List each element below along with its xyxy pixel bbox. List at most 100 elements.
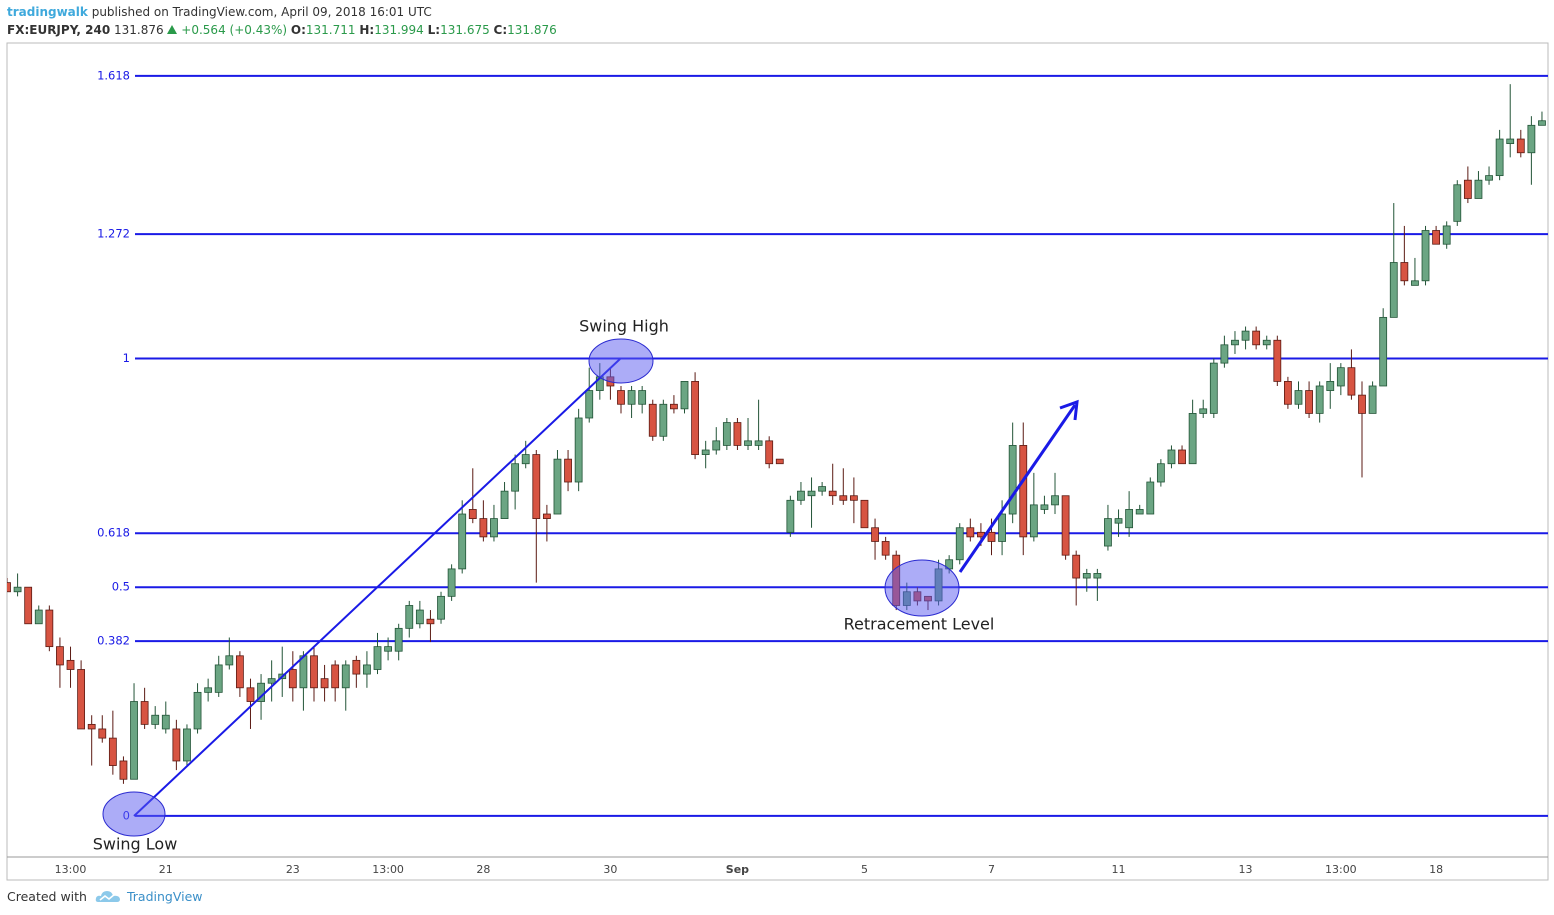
- candle-body: [754, 440, 763, 446]
- swing-low-marker: [102, 791, 166, 837]
- candle-body: [415, 609, 424, 625]
- candle-body: [500, 490, 509, 519]
- retracement-marker: [884, 559, 960, 617]
- candle-body: [1040, 504, 1049, 510]
- candle-body: [849, 495, 858, 501]
- x-tick-label: 30: [603, 863, 617, 876]
- author-link[interactable]: tradingwalk: [7, 5, 88, 19]
- candle-body: [1231, 339, 1239, 346]
- candle-body: [45, 609, 54, 648]
- candle-body: [585, 390, 594, 419]
- candle-body: [1273, 339, 1282, 382]
- swing-high-marker: [588, 338, 654, 384]
- candle-body: [765, 440, 774, 465]
- candle-body: [1029, 504, 1038, 538]
- logo-cloud: [95, 891, 120, 902]
- candle-body: [807, 490, 816, 497]
- candle-body: [331, 664, 340, 689]
- brand-link[interactable]: TradingView: [126, 888, 203, 904]
- x-tick-label: 5: [861, 863, 868, 876]
- candle-body: [1527, 124, 1536, 154]
- candle-body: [998, 513, 1006, 542]
- candle-body: [310, 655, 318, 689]
- candle-body: [1241, 330, 1250, 341]
- candle-body: [542, 513, 551, 519]
- x-tick-label: 11: [1112, 863, 1126, 876]
- candle-body: [363, 664, 371, 675]
- candle-body: [246, 687, 255, 702]
- x-tick-label: 13:00: [372, 863, 404, 876]
- candle-body: [1156, 463, 1165, 483]
- candle-body: [1305, 390, 1313, 414]
- arrow-shaft: [958, 404, 1077, 573]
- candle-body: [648, 403, 657, 437]
- trend-line: [133, 358, 621, 817]
- candle-body: [405, 605, 414, 629]
- low-label: L:: [427, 23, 441, 37]
- candle-body: [1008, 445, 1017, 515]
- x-tick-label: Sep: [726, 863, 749, 876]
- candle-body: [564, 458, 572, 483]
- candle-body: [151, 714, 160, 725]
- x-tick-label: 13:00: [55, 863, 87, 876]
- x-tick-label: 18: [1429, 863, 1443, 876]
- up-triangle-shape: [167, 25, 178, 34]
- candle-body: [1389, 262, 1398, 318]
- candle-body: [617, 390, 625, 405]
- candle-body: [299, 655, 308, 689]
- candle-body: [140, 701, 149, 725]
- candle-body: [701, 449, 710, 455]
- candle-body: [1538, 120, 1546, 126]
- candle-body: [1326, 381, 1335, 391]
- candle-body: [119, 760, 128, 780]
- candle-body: [183, 728, 191, 762]
- candle-body: [521, 454, 530, 465]
- candle-body: [1485, 175, 1493, 181]
- candle-body: [352, 659, 361, 675]
- candle-body: [1495, 138, 1504, 177]
- candle-body: [828, 490, 837, 497]
- candle-body: [267, 678, 276, 684]
- candle-body: [691, 381, 699, 455]
- candle-body: [56, 646, 64, 666]
- fib-label: 0.618: [97, 526, 130, 540]
- candle-body: [1178, 449, 1186, 465]
- candle-body: [722, 422, 731, 446]
- candle-body: [638, 390, 647, 405]
- logo-line: [99, 893, 116, 901]
- header-line: tradingwalk published on TradingView.com…: [7, 3, 557, 21]
- candle-body: [1188, 413, 1197, 465]
- candle-body: [225, 655, 234, 666]
- candle-body: [1400, 262, 1409, 282]
- candle-body: [193, 691, 202, 730]
- annotation: Swing Low: [93, 835, 178, 854]
- fib-label: 1: [123, 351, 130, 365]
- annotation: Retracement Level: [844, 615, 995, 634]
- candle-body: [1516, 138, 1525, 154]
- fib-label: 0.382: [97, 634, 130, 648]
- candle-body: [680, 381, 689, 410]
- candle-body: [7, 582, 11, 593]
- candle-body: [24, 586, 33, 625]
- fib-label: 1.272: [97, 227, 130, 241]
- candle-body: [1146, 481, 1155, 515]
- annotation: Swing High: [579, 317, 669, 336]
- candle-body: [320, 678, 329, 689]
- candle-body: [1474, 179, 1483, 199]
- candle-body: [955, 527, 964, 561]
- header: tradingwalk published on TradingView.com…: [7, 3, 557, 39]
- open-label: O:: [290, 23, 306, 37]
- candle-body: [1082, 573, 1091, 579]
- candle-body: [1104, 518, 1112, 547]
- low: 131.675: [440, 23, 490, 37]
- candle-body: [1379, 316, 1388, 387]
- x-tick-label: 7: [988, 863, 995, 876]
- fib-label: 0.5: [112, 580, 130, 594]
- candle-body: [1421, 230, 1430, 282]
- candle-body: [1453, 184, 1462, 222]
- candle-body: [1262, 339, 1271, 346]
- drawings: Swing High Swing Low Retracement Level: [93, 317, 1079, 854]
- x-tick-label: 13: [1239, 863, 1253, 876]
